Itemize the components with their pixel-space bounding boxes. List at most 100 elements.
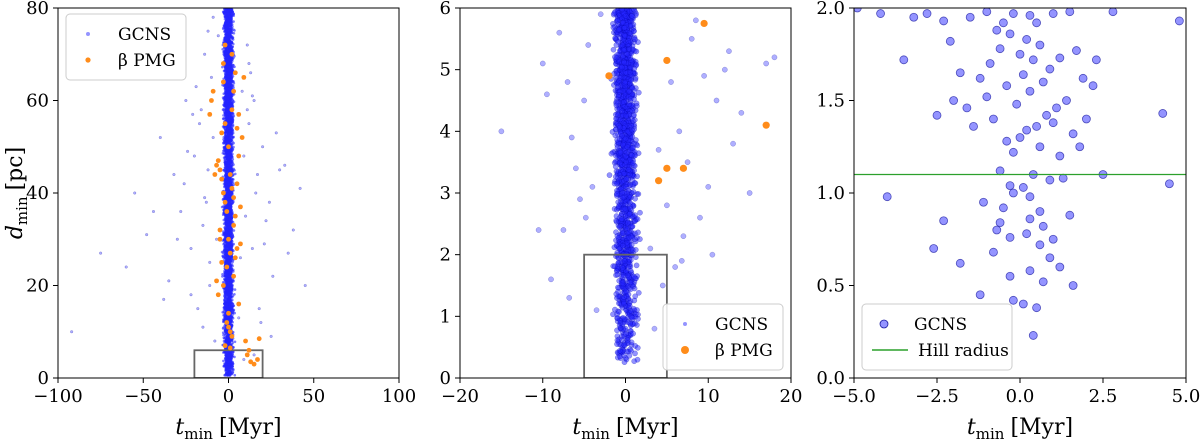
gcns-point	[223, 101, 227, 105]
gcns-point	[231, 305, 234, 309]
gcns-point	[231, 140, 234, 143]
gcns-point	[232, 242, 235, 246]
gcns-point	[234, 172, 237, 176]
gcns-point	[223, 71, 227, 75]
gcns-point	[231, 123, 235, 126]
gcns-point	[222, 156, 226, 159]
gcns-point	[223, 337, 226, 340]
gcns-point	[223, 69, 227, 72]
gcns-point	[232, 20, 235, 23]
gcns-point	[230, 78, 233, 82]
gcns-point	[222, 359, 225, 363]
gcns-point	[227, 275, 231, 278]
gcns-point	[221, 48, 224, 51]
gcns-point	[230, 323, 234, 327]
gcns-point	[230, 367, 234, 370]
gcns-point	[230, 263, 234, 267]
gcns-point	[228, 343, 232, 346]
gcns-point	[224, 334, 227, 337]
gcns-point	[227, 260, 231, 264]
gcns-point	[232, 80, 235, 83]
gcns-point	[227, 91, 230, 94]
gcns-point	[229, 169, 233, 173]
gcns-point	[230, 69, 233, 73]
gcns-point	[233, 355, 236, 359]
gcns-point	[228, 99, 231, 103]
gcns-point	[222, 38, 226, 42]
gcns-point	[228, 182, 231, 185]
gcns-point	[224, 184, 227, 188]
gcns-point	[224, 52, 228, 55]
gcns-point	[233, 288, 237, 291]
gcns-point	[223, 299, 227, 302]
gcns-point	[230, 76, 234, 79]
gcns-point	[227, 367, 230, 370]
gcns-core-cloud	[220, 8, 237, 377]
gcns-point	[230, 191, 234, 195]
gcns-point	[226, 80, 230, 84]
gcns-point	[224, 48, 227, 51]
gcns-point	[230, 159, 234, 163]
gcns-point	[222, 117, 225, 120]
gcns-point	[229, 245, 233, 249]
gcns-point	[230, 65, 233, 68]
gcns-point	[226, 371, 229, 375]
gcns-point	[227, 218, 231, 221]
gcns-point	[222, 149, 225, 153]
gcns-point	[224, 256, 227, 260]
gcns-point	[221, 275, 224, 278]
gcns-point	[224, 91, 228, 94]
gcns-point	[229, 302, 233, 306]
gcns-point	[227, 77, 230, 80]
gcns-point	[230, 241, 233, 245]
gcns-point	[223, 13, 227, 16]
gcns-point	[231, 360, 234, 364]
gcns-point	[222, 208, 225, 212]
gcns-point	[224, 97, 227, 100]
gcns-point	[224, 295, 227, 299]
gcns-point	[231, 112, 235, 116]
gcns-point	[226, 95, 230, 99]
gcns-point	[221, 27, 225, 31]
gcns-point	[230, 23, 234, 26]
gcns-point	[233, 340, 237, 344]
gcns-point	[223, 30, 226, 34]
gcns-point	[223, 351, 226, 354]
gcns-point	[222, 218, 226, 222]
gcns-point	[233, 29, 236, 32]
gcns-point	[223, 362, 226, 365]
gcns-point	[223, 245, 227, 248]
gcns-point	[233, 293, 236, 296]
gcns-point	[230, 372, 233, 376]
gcns-point	[226, 294, 230, 297]
gcns-point	[232, 183, 235, 186]
gcns-point	[232, 279, 235, 283]
gcns-point	[224, 205, 228, 208]
gcns-point	[221, 327, 225, 330]
gcns-point	[226, 169, 230, 173]
gcns-point	[231, 313, 235, 316]
gcns-point	[225, 336, 229, 340]
gcns-point	[221, 151, 225, 155]
gcns-point	[224, 330, 227, 334]
gcns-point	[231, 10, 234, 13]
gcns-point	[225, 17, 228, 20]
gcns-point	[230, 285, 234, 289]
gcns-point	[231, 341, 234, 345]
gcns-point	[226, 187, 229, 190]
gcns-point	[231, 370, 235, 374]
gcns-point	[230, 146, 234, 150]
gcns-point	[224, 25, 227, 28]
gcns-point	[227, 42, 231, 45]
gcns-point	[228, 69, 231, 73]
gcns-point	[229, 272, 232, 275]
gcns-point	[233, 373, 237, 377]
gcns-point	[231, 354, 234, 358]
gcns-point	[228, 19, 232, 23]
gcns-point	[226, 115, 229, 118]
gcns-point	[221, 273, 224, 276]
gcns-point	[221, 281, 225, 284]
gcns-point	[232, 249, 235, 252]
